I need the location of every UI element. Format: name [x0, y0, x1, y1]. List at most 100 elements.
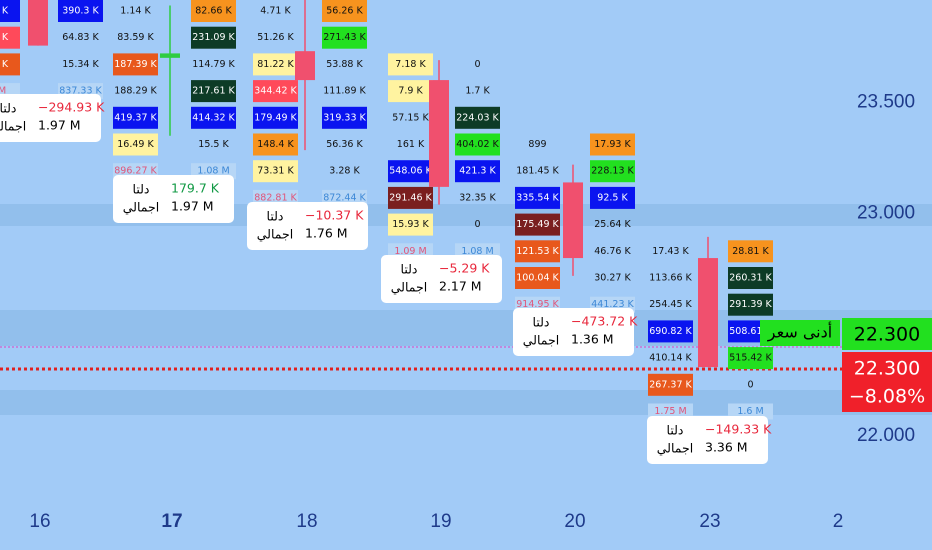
delta-box: [247, 202, 368, 250]
bid-cell: 179.49 K: [254, 112, 297, 123]
bid-cell-bg: [0, 26, 20, 49]
delta-value: −10.37 K: [305, 208, 364, 223]
ask-cell: 0: [474, 59, 480, 70]
delta-box: [647, 416, 768, 464]
bid-total: 1.75 M: [654, 406, 686, 417]
bid-cell-bg: [648, 320, 693, 343]
bid-cell-bg: [113, 53, 158, 76]
candle-body: [563, 182, 583, 259]
ask-cell-bg: [590, 133, 635, 156]
bid-cell: 1.14 K: [120, 6, 151, 17]
candle-body: [698, 258, 718, 368]
ask-cell-bg: [455, 106, 500, 129]
ask-total-bg: [728, 403, 773, 420]
ask-cell: 271.43 K: [323, 32, 366, 43]
bid-cell-bg: [253, 160, 298, 183]
bid-cell: 113.66 K: [649, 273, 692, 284]
bid-cell-bg: [388, 160, 433, 183]
ask-cell: 260.31 K: [729, 273, 772, 284]
ask-cell: 224.03 K: [456, 112, 499, 123]
ask-cell: 15.5 K: [198, 139, 229, 150]
bid-total: 914.95 K: [516, 299, 559, 310]
bid-total: 1.09 M: [394, 246, 426, 257]
total-label: اجمالي: [123, 200, 159, 215]
ask-cell: 1.7 K: [465, 86, 490, 97]
bid-cell: 335.54 K: [516, 192, 559, 203]
bid-cell-bg: [388, 53, 433, 76]
bid-cell-bg: [388, 186, 433, 209]
bid-cell: 410.14 K: [649, 353, 692, 364]
bid-total-bg: [253, 189, 298, 206]
ask-cell-bg: [191, 0, 236, 22]
bid-cell-bg: [253, 106, 298, 129]
ask-cell: 114.79 K: [192, 59, 235, 70]
delta-label: دلتا: [267, 209, 284, 224]
total-label: اجمالي: [391, 280, 427, 295]
bid-cell: 4.71 K: [260, 6, 291, 17]
x-tick-label: 20: [564, 511, 585, 532]
bid-cell: 175.49 K: [516, 219, 559, 230]
bid-cell-bg: [113, 133, 158, 156]
total-value: 1.97 M: [171, 199, 214, 214]
ask-cell-bg: [191, 80, 236, 103]
last-price-change: −8.08%: [849, 386, 925, 408]
ask-total: 441.23 K: [591, 299, 634, 310]
bid-cell: 899: [528, 139, 546, 150]
ask-cell: 3.28 K: [329, 166, 360, 177]
ask-cell: 414.32 K: [192, 112, 235, 123]
ask-total-bg: [322, 189, 367, 206]
bid-cell: 267.37 K: [649, 379, 692, 390]
bid-cell: 16.49 K: [117, 139, 154, 150]
ask-cell-bg: [590, 160, 635, 183]
plot: 22.000 23.000 23.500 16 17 18 19 20 23 2 75 K 11 K 4…: [0, 0, 915, 532]
bid-cell: 254.45 K: [649, 299, 692, 310]
bid-cell-bg: [648, 373, 693, 396]
x-tick-label: 17: [161, 511, 182, 532]
bid-cell: 291.46 K: [389, 192, 432, 203]
delta-label: دلتا: [401, 262, 418, 277]
candle-body: [160, 53, 180, 58]
ask-cell: 0: [747, 379, 753, 390]
bid-cell-bg: [388, 80, 433, 103]
candle-body: [28, 0, 48, 46]
bid-total: 896.27 K: [114, 166, 157, 177]
ask-cell: 404.02 K: [456, 139, 499, 150]
bid-cell: 188.29 K: [114, 86, 157, 97]
bid-cell-bg: [515, 267, 560, 289]
bid-cell: 181.45 K: [516, 166, 559, 177]
ask-cell: 228.13 K: [591, 166, 634, 177]
total-label: اجمالي: [523, 333, 559, 348]
delta-box: [113, 175, 234, 223]
x-tick-label: 19: [430, 511, 451, 532]
total-value: 1.97 M: [38, 118, 81, 133]
ask-cell-bg: [728, 240, 773, 263]
x-tick-label: 23: [699, 511, 720, 532]
ask-cell: 56.36 K: [326, 139, 363, 150]
ask-total: 1.08 M: [461, 246, 493, 257]
delta-label: دلتا: [667, 423, 684, 438]
bid-cell-bg: [253, 133, 298, 156]
ask-cell-bg: [728, 347, 773, 370]
bid-cell: 121.53 K: [516, 246, 559, 257]
candle-body: [429, 80, 449, 187]
y-tick-label: 23.000: [857, 203, 915, 224]
delta-box: [513, 308, 634, 356]
delta-value: −149.33 K: [705, 422, 772, 437]
ask-total: 1.08 M: [197, 166, 229, 177]
ask-cell: 32.35 K: [459, 192, 496, 203]
total-label: اجمالي: [0, 119, 26, 134]
y-tick-label: 23.500: [857, 91, 915, 112]
bid-cell-bg: [253, 53, 298, 76]
ask-cell: 217.61 K: [192, 86, 235, 97]
ask-cell-bg: [322, 0, 367, 22]
candle-body: [295, 51, 315, 81]
bid-cell: 148.4 K: [257, 139, 294, 150]
ask-cell: 82.66 K: [195, 6, 232, 17]
delta-value: 179.7 K: [171, 181, 220, 196]
total-label: اجمالي: [657, 441, 693, 456]
ask-cell: 25.64 K: [594, 219, 631, 230]
delta-box: [381, 255, 502, 303]
bid-cell: 548.06 K: [389, 166, 432, 177]
last-price-badge: [842, 352, 932, 412]
